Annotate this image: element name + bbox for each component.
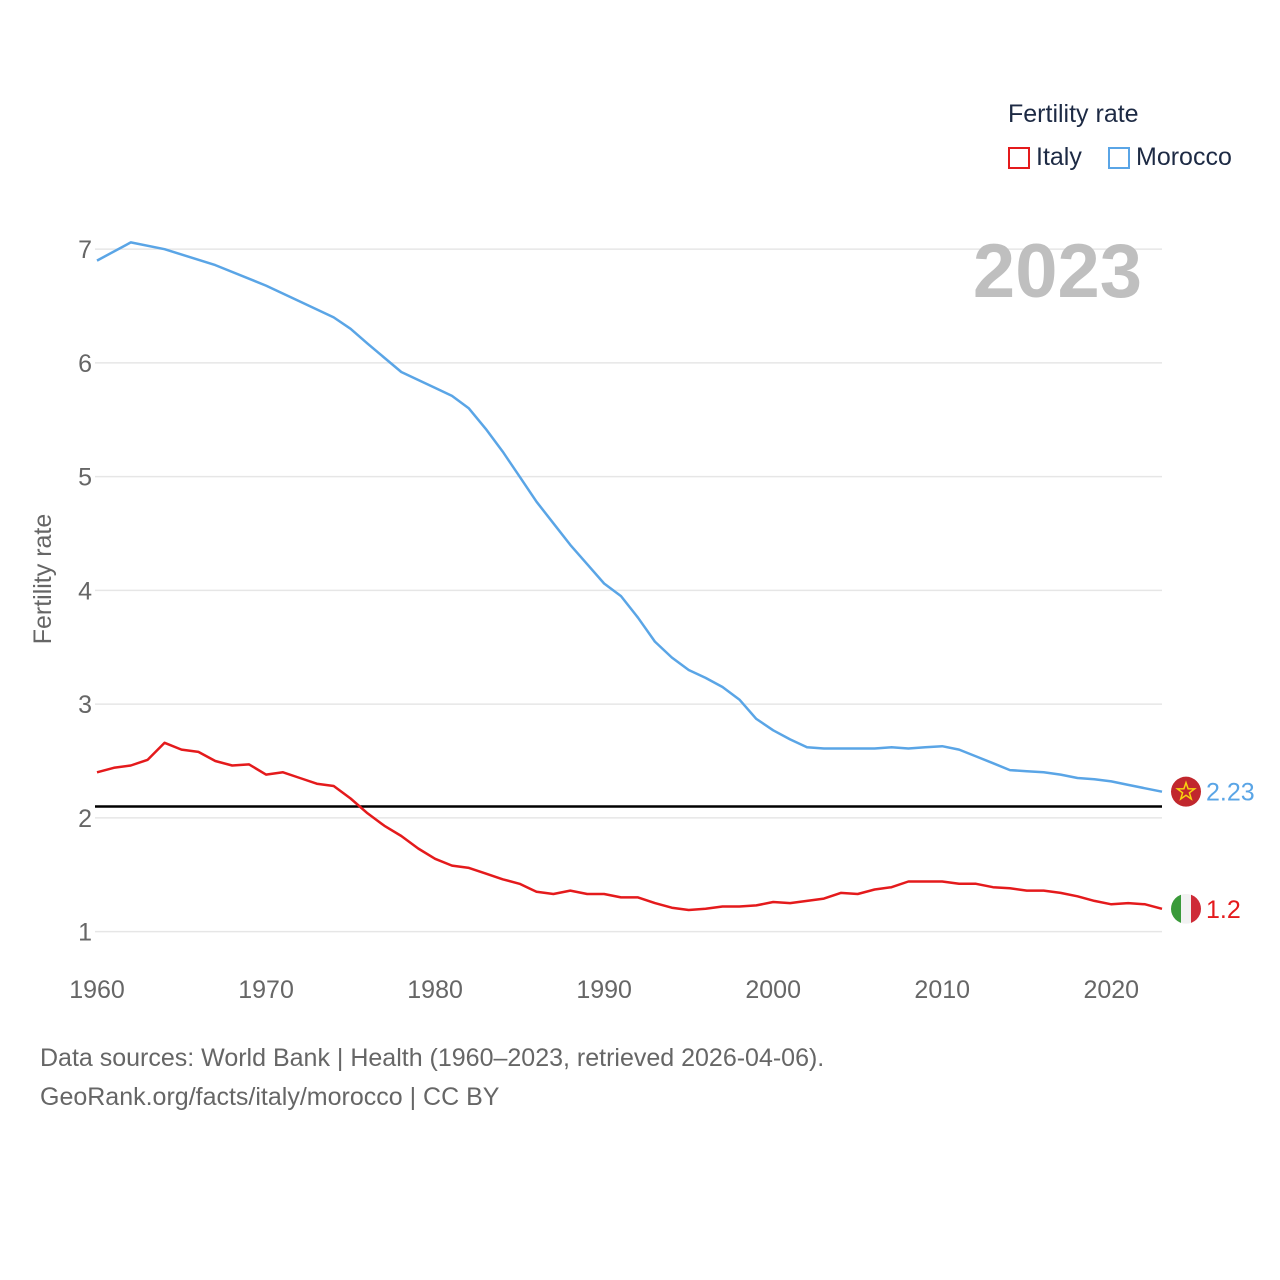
end-value-label-italy: 1.2 — [1206, 896, 1241, 924]
legend-swatch-morocco — [1108, 146, 1130, 169]
x-tick-label-1990: 1990 — [576, 976, 632, 1004]
italy-flag-green — [1171, 893, 1181, 924]
legend-item-italy[interactable]: Italy — [1008, 143, 1082, 172]
source-line-2: GeoRank.org/facts/italy/morocco | CC BY — [40, 1083, 500, 1111]
y-axis-label: Fertility rate — [29, 514, 57, 645]
legend-title: Fertility rate — [1008, 100, 1139, 128]
x-tick-label-2010: 2010 — [914, 976, 970, 1004]
y-tick-label-1: 1 — [78, 919, 92, 947]
x-tick-label-1970: 1970 — [238, 976, 294, 1004]
legend-swatch-italy — [1008, 146, 1030, 169]
series-line-morocco — [96, 241, 1163, 793]
y-tick-label-7: 7 — [78, 236, 92, 264]
y-tick-label-3: 3 — [78, 691, 92, 719]
italy-flag-icon — [1171, 893, 1201, 924]
legend-item-morocco[interactable]: Morocco — [1108, 143, 1232, 172]
source-line-1: Data sources: World Bank | Health (1960–… — [40, 1044, 825, 1072]
x-tick-label-2000: 2000 — [745, 976, 801, 1004]
y-tick-label-4: 4 — [78, 577, 92, 605]
legend-label-italy: Italy — [1036, 143, 1082, 171]
year-label: 2023 — [972, 229, 1142, 314]
y-tick-label-6: 6 — [78, 350, 92, 378]
y-tick-label-5: 5 — [78, 464, 92, 492]
italy-flag-red — [1191, 893, 1201, 924]
morocco-flag-star — [1175, 780, 1197, 801]
x-tick-label-1960: 1960 — [69, 976, 125, 1004]
series-line-italy — [96, 741, 1163, 912]
morocco-flag-circle — [1171, 776, 1201, 807]
italy-flag-white — [1181, 893, 1191, 924]
x-tick-label-1980: 1980 — [407, 976, 463, 1004]
end-value-label-morocco: 2.23 — [1206, 779, 1255, 807]
x-tick-label-2020: 2020 — [1083, 976, 1139, 1004]
italy-flag-stripes — [1171, 893, 1201, 924]
morocco-flag-icon — [1171, 776, 1201, 807]
y-tick-label-2: 2 — [78, 805, 92, 833]
legend-label-morocco: Morocco — [1136, 143, 1232, 171]
